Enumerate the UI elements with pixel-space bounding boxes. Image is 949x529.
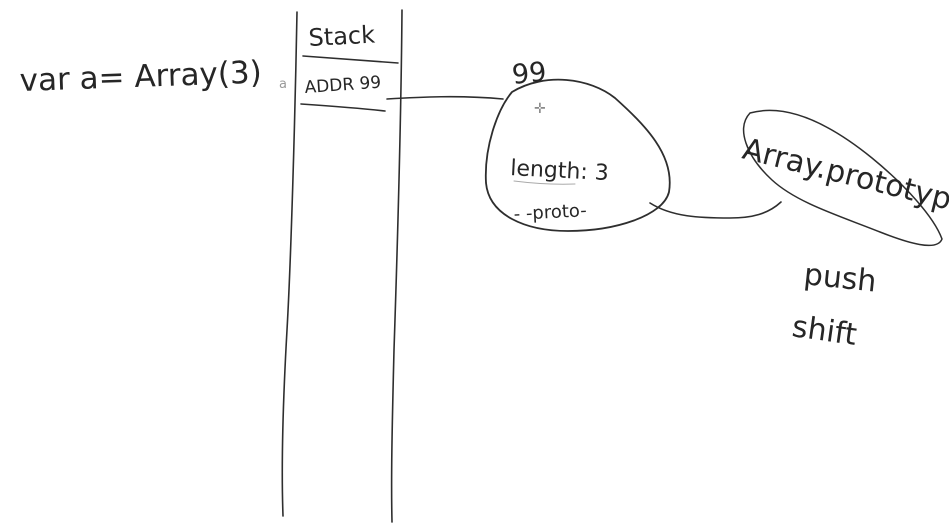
- prototype-name: Array.prototype: [739, 132, 949, 222]
- variable-label: a: [279, 77, 287, 92]
- prototype-method-push: push: [802, 257, 878, 299]
- heap-proto-property: - -proto-: [513, 200, 587, 225]
- prototype-method-shift: shift: [790, 309, 859, 353]
- heap-object: 99 ✛ length: 3 - -proto-: [484, 57, 671, 232]
- stack-title: Stack: [308, 21, 376, 52]
- stack-right-line: [390, 9, 403, 523]
- heap-object-outline: [484, 78, 671, 232]
- heap-object-address: 99: [510, 57, 547, 91]
- heap-length-property: length: 3: [510, 156, 610, 186]
- stack-cell-address: ADDR 99: [304, 73, 382, 98]
- stack-divider-top: [302, 55, 399, 64]
- length-underline: [513, 180, 576, 185]
- stack-column: Stack ADDR 99: [281, 9, 403, 523]
- code-statement: var a= Array(3): [19, 55, 262, 99]
- proto-link: [649, 201, 782, 219]
- cursor-crosshair-icon: ✛: [534, 101, 546, 117]
- stack-left-line: [281, 11, 298, 517]
- stack-divider-bottom: [300, 103, 386, 112]
- array-prototype-object: Array.prototype push shift: [739, 109, 949, 353]
- stack-to-heap-pointer: [386, 95, 504, 100]
- prototype-outline: [742, 109, 943, 247]
